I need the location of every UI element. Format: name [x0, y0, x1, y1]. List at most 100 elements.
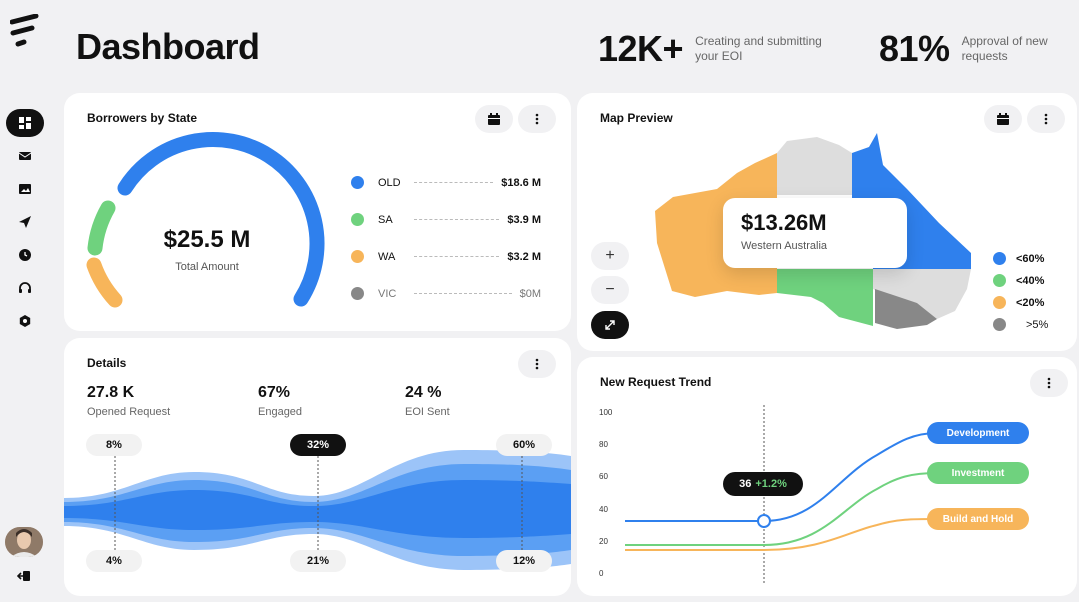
more-vertical-icon — [1044, 113, 1048, 125]
y-tick: 20 — [599, 537, 608, 546]
map-region-nsw — [873, 269, 971, 319]
legend-name: SA — [378, 213, 393, 226]
zoom-out-button[interactable]: − — [591, 276, 629, 304]
brand-logo-icon — [10, 14, 39, 47]
map-legend-item: >5% — [993, 318, 1073, 331]
map-title: Map Preview — [600, 111, 673, 125]
legend-dot — [993, 252, 1006, 265]
image-icon — [19, 184, 31, 194]
tooltip-marker — [757, 514, 771, 528]
logout-button[interactable] — [5, 562, 43, 590]
borrowers-title: Borrowers by State — [87, 111, 198, 125]
y-tick: 40 — [599, 505, 608, 514]
map-legend-label: >5% — [1026, 318, 1049, 331]
map-legend-item: <60% — [993, 252, 1073, 265]
map-card: Map Preview $13.26M Western Australia + … — [577, 93, 1077, 351]
legend-name: VIC — [378, 287, 397, 300]
series-label-development: Development — [927, 422, 1029, 444]
metric-eoi-value: 24 % — [405, 384, 442, 401]
borrowers-card: Borrowers by State $25.5 M Total Amount … — [64, 93, 571, 331]
funnel-top-pill: 8% — [86, 434, 142, 456]
map-tooltip: $13.26M Western Australia — [723, 198, 907, 268]
more-vertical-icon — [535, 113, 539, 125]
avatar[interactable] — [5, 527, 43, 557]
legend-dot — [351, 213, 364, 226]
map-region-sa — [777, 269, 873, 326]
legend-dot — [993, 296, 1006, 309]
settings-icon — [19, 315, 31, 327]
send-icon — [19, 216, 31, 228]
details-more-button[interactable] — [518, 350, 556, 378]
sidebar — [5, 109, 45, 340]
calendar-icon — [488, 113, 500, 125]
gauge-segment-sa — [87, 200, 116, 256]
series-label-build-and-hold: Build and Hold — [927, 508, 1029, 530]
calendar-icon — [997, 113, 1009, 125]
trend-tooltip: 36 +1.2% — [723, 472, 803, 496]
funnel-bottom-pill: 21% — [290, 550, 346, 572]
series-label-investment: Investment — [927, 462, 1029, 484]
trend-tooltip-delta: +1.2% — [755, 478, 787, 490]
calendar-button[interactable] — [475, 105, 513, 133]
map-legend-item: <40% — [993, 274, 1073, 287]
legend-dot — [351, 250, 364, 263]
metric-opened-value: 27.8 K — [87, 384, 135, 401]
map-region-nt — [777, 137, 852, 195]
legend-dot — [993, 318, 1006, 331]
stat-eoi: 12K+ Creating and submitting your EOI — [598, 28, 835, 70]
total-amount-label: Total Amount — [175, 261, 239, 273]
map-region-vic — [875, 289, 937, 329]
legend-amount: $3.9 M — [507, 213, 541, 226]
more-vertical-icon — [535, 358, 539, 370]
map-more-button[interactable] — [1027, 105, 1065, 133]
trend-title: New Request Trend — [600, 375, 712, 389]
sidebar-item-send[interactable] — [6, 208, 44, 236]
metric-eoi-label: EOI Sent — [405, 406, 450, 418]
trend-chart — [625, 405, 938, 583]
metric-engaged-value: 67% — [258, 384, 291, 401]
y-tick: 80 — [599, 440, 608, 449]
legend-dot — [351, 287, 364, 300]
trend-tooltip-value: 36 — [739, 478, 752, 490]
stat-eoi-value: 12K+ — [598, 28, 684, 69]
sidebar-item-history[interactable] — [6, 241, 44, 269]
map-legend-label: <60% — [1016, 252, 1045, 265]
gauge-segment-wa — [86, 257, 123, 308]
sidebar-item-mail[interactable] — [6, 142, 44, 170]
legend-dot — [351, 176, 364, 189]
stat-approval-label: Approval of new requests — [961, 34, 1048, 63]
legend-amount: $18.6 M — [501, 176, 541, 189]
expand-button[interactable] — [591, 311, 629, 339]
dashboard-icon — [19, 117, 31, 129]
legend-row-old: OLD $18.6 M — [351, 176, 541, 189]
series-line-development — [625, 432, 938, 522]
map-tooltip-label: Western Australia — [741, 240, 828, 252]
map-legend-label: <20% — [1016, 296, 1045, 309]
legend-amount: $0M — [519, 287, 541, 300]
map-legend-label: <40% — [1016, 274, 1045, 287]
legend-name: OLD — [378, 176, 401, 189]
legend-dot — [993, 274, 1006, 287]
sidebar-item-settings[interactable] — [6, 307, 44, 335]
series-line-investment — [625, 472, 938, 546]
sidebar-item-dashboard[interactable] — [6, 109, 44, 137]
stat-eoi-label: Creating and submitting your EOI — [695, 34, 822, 63]
funnel-top-pill: 32% — [290, 434, 346, 456]
mail-icon — [18, 152, 32, 160]
funnel-bottom-pill: 12% — [496, 550, 552, 572]
y-tick: 60 — [599, 472, 608, 481]
legend-row-vic: VIC $0M — [351, 287, 541, 300]
zoom-in-button[interactable]: + — [591, 242, 629, 270]
trend-more-button[interactable] — [1030, 369, 1068, 397]
more-options-button[interactable] — [518, 105, 556, 133]
map-legend-item: <20% — [993, 296, 1073, 309]
total-amount-gauge — [86, 132, 325, 308]
sidebar-item-support[interactable] — [6, 274, 44, 302]
sidebar-item-gallery[interactable] — [6, 175, 44, 203]
stat-approval: 81% Approval of new requests — [879, 28, 1062, 70]
trend-card: New Request Trend 100 80 60 40 20 0 36 +… — [577, 357, 1077, 596]
map-calendar-button[interactable] — [984, 105, 1022, 133]
details-title: Details — [87, 356, 127, 370]
funnel-top-pill: 60% — [496, 434, 552, 456]
clock-icon — [19, 249, 31, 261]
